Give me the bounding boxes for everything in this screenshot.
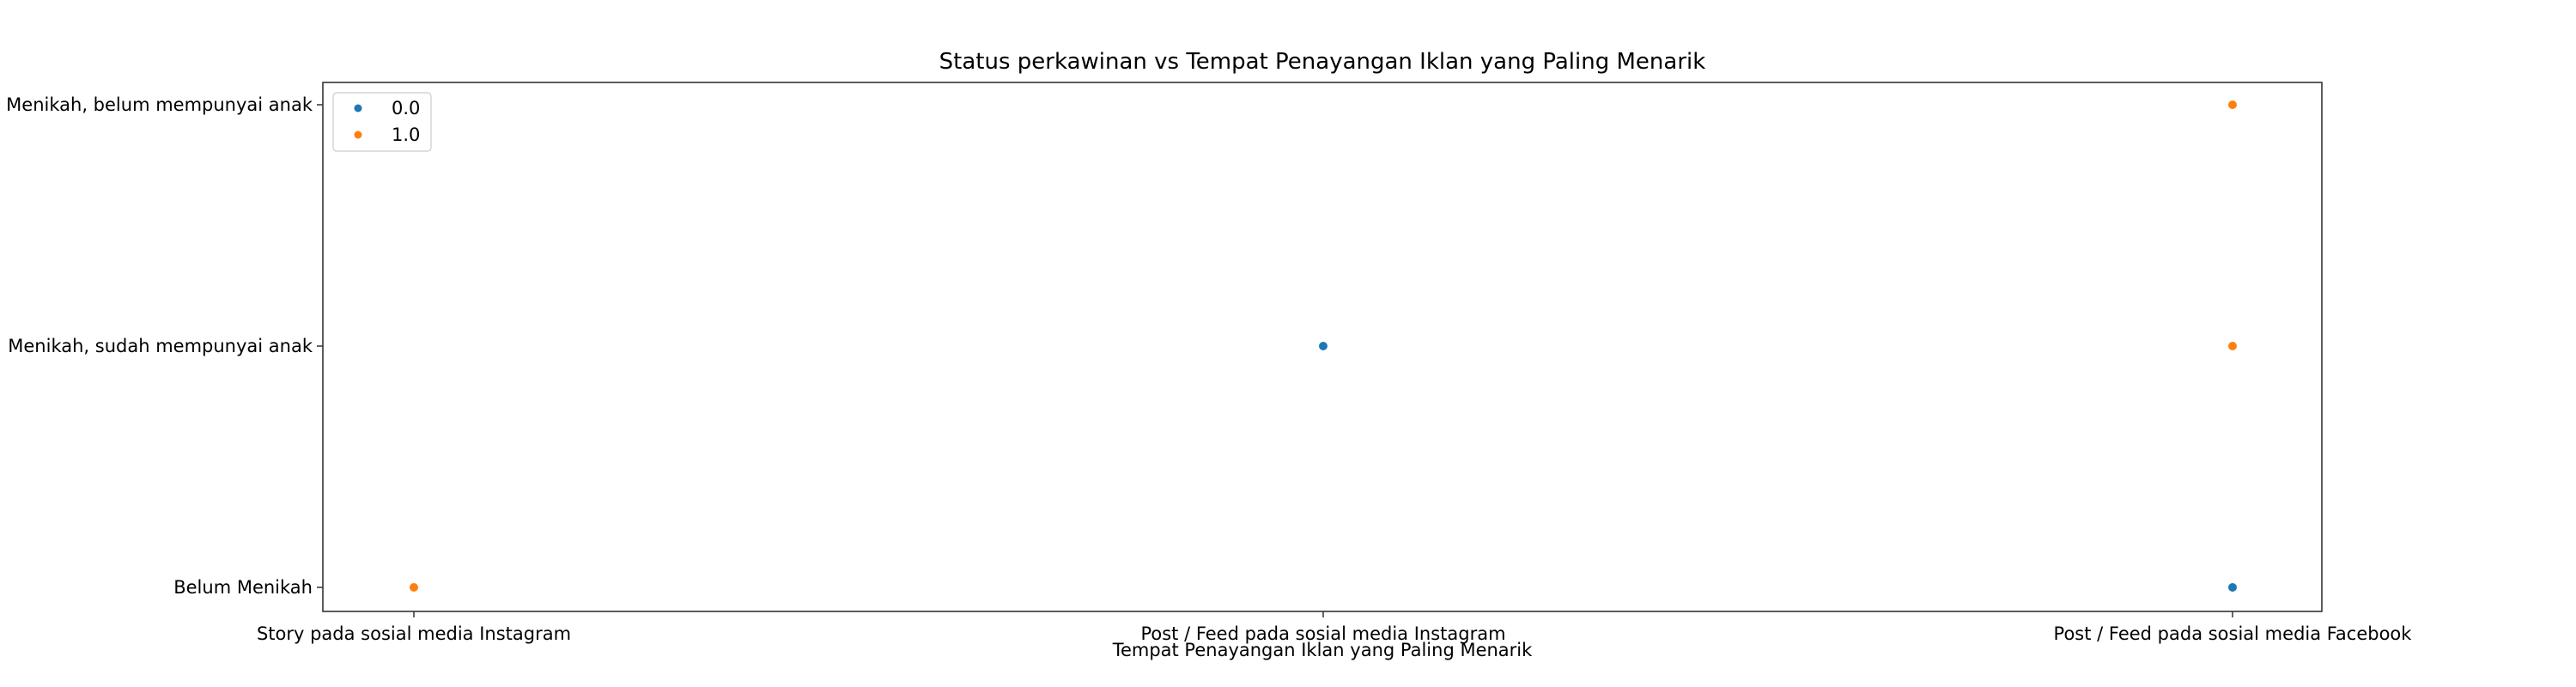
y-tick-label: Belum Menikah — [173, 577, 313, 598]
data-point-series-0 — [1319, 342, 1327, 350]
x-tick-label: Story pada sosial media Instagram — [257, 623, 571, 644]
legend-marker-series-0 — [354, 104, 362, 112]
legend-label-series-1: 1.0 — [392, 125, 420, 145]
plot-area — [322, 82, 2323, 612]
legend: 0.0 1.0 — [332, 92, 432, 152]
legend-label-series-0: 0.0 — [392, 98, 420, 119]
data-points — [410, 100, 2237, 592]
x-axis-label: Tempat Penayangan Iklan yang Paling Mena… — [1112, 640, 1533, 660]
y-tick-label: Menikah, sudah mempunyai anak — [8, 336, 313, 356]
x-axis: Story pada sosial media Instagram Post / … — [257, 611, 2412, 644]
x-tick-label: Post / Feed pada sosial media Instagram — [1140, 623, 1505, 644]
y-tick-label: Menikah, belum mempunyai anak — [6, 94, 313, 115]
x-tick-label: Post / Feed pada sosial media Facebook — [2054, 623, 2413, 644]
legend-marker-series-1 — [354, 131, 362, 139]
data-point-series-1 — [2228, 342, 2237, 350]
y-axis: Belum Menikah Menikah, sudah mempunyai an… — [6, 94, 323, 598]
chart-title: Status perkawinan vs Tempat Penayangan I… — [939, 49, 1706, 75]
data-point-series-1 — [2228, 100, 2237, 109]
data-point-series-0 — [2228, 583, 2237, 592]
data-point-series-1 — [410, 583, 418, 592]
